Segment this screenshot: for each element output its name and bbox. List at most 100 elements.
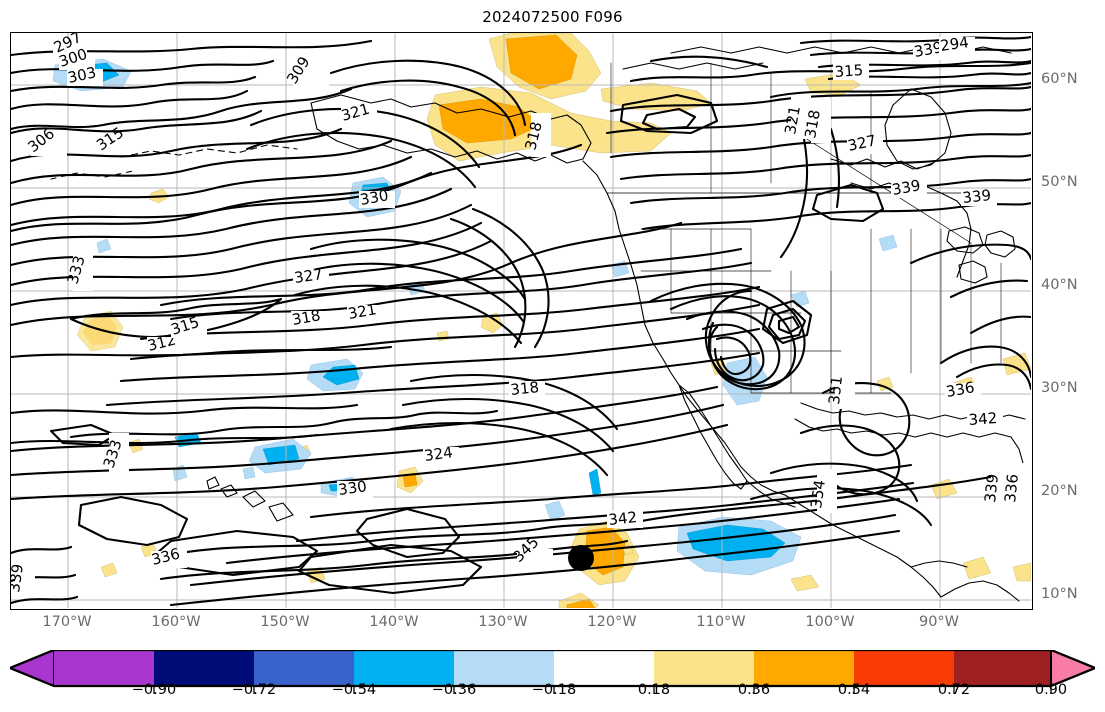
colorbar-tick-7: 0.54 [837, 682, 871, 698]
contour-label: 339 [981, 463, 1011, 507]
colorbar-band-3 [354, 650, 454, 686]
contour-label: 324 [423, 443, 459, 465]
lat-label-30n: 30°N [1041, 380, 1078, 396]
contour-label: 342 [607, 508, 643, 529]
colorbar-band-7 [754, 650, 854, 686]
contour-label: 327 [846, 131, 883, 155]
colorbar-svg [10, 650, 1095, 694]
lon-label-160w: 160°W [151, 614, 201, 630]
lon-label-170w: 170°W [42, 614, 92, 630]
lon-label-140w: 140°W [369, 614, 419, 630]
svg-text:339: 339 [891, 176, 922, 199]
contour-label: 318 [801, 99, 831, 143]
svg-text:318: 318 [291, 306, 322, 329]
colorbar-band-1 [154, 650, 254, 686]
lon-label-100w: 100°W [805, 614, 855, 630]
svg-text:294: 294 [939, 33, 970, 55]
colorbar-tick-3: −0.36 [431, 682, 477, 698]
tropical-cyclone-marker[interactable] [568, 545, 594, 571]
contour-label: 330 [359, 186, 395, 209]
colorbar-tick-9: 0.90 [1034, 682, 1068, 698]
contour-label: 318 [521, 113, 551, 157]
lon-label-120w: 120°W [587, 614, 637, 630]
contour-label: 342 [967, 409, 1003, 429]
svg-text:324: 324 [423, 443, 454, 465]
contour-label: 333 [100, 433, 129, 475]
lon-label-90w: 90°W [918, 614, 960, 630]
map-panel[interactable]: 297 300 303 306 309 312 315 315 [10, 32, 1033, 610]
svg-text:303: 303 [66, 63, 98, 87]
colorbar-tick-2: −0.54 [331, 682, 377, 698]
contour-label: 315 [169, 313, 207, 339]
svg-text:330: 330 [337, 477, 368, 499]
svg-text:327: 327 [293, 265, 324, 287]
lon-label-130w: 130°W [478, 614, 528, 630]
svg-text:354: 354 [807, 479, 829, 510]
colorbar-band-4 [454, 650, 554, 686]
svg-text:339: 339 [913, 38, 944, 61]
contour-label: 354 [807, 469, 837, 513]
lat-label-50n: 50°N [1041, 174, 1078, 190]
contour-label: 339 [891, 176, 927, 199]
colorbar-band-under [10, 650, 55, 687]
map-svg: 297 300 303 306 309 312 315 315 [11, 33, 1031, 608]
contour-label: 345 [509, 533, 553, 566]
contour-label: 309 [283, 53, 329, 88]
contour-label: 300 [57, 45, 95, 71]
contour-label-layer: 297 300 303 306 309 312 315 315 [11, 33, 1031, 597]
colorbar-ticks [153, 686, 1052, 694]
colorbar-bands [10, 650, 1095, 688]
page-title: 2024072500 F096 [482, 8, 623, 26]
colorbar-tick-6: 0.36 [737, 682, 771, 698]
svg-text:321: 321 [347, 300, 378, 323]
colorbar-band-5 [554, 650, 654, 686]
contour-label: 336 [945, 378, 981, 401]
svg-text:315: 315 [834, 61, 864, 81]
svg-text:336: 336 [1001, 473, 1022, 503]
svg-text:342: 342 [968, 409, 998, 429]
colorbar-tick-4: −0.18 [531, 682, 577, 698]
lat-label-10n: 10°N [1041, 586, 1078, 602]
lon-label-110w: 110°W [696, 614, 746, 630]
colorbar-band-8 [854, 650, 954, 686]
contour-label: 315 [93, 123, 135, 154]
contour-label: 330 [337, 477, 373, 499]
colorbar[interactable] [10, 650, 1095, 710]
svg-text:321: 321 [781, 104, 804, 135]
svg-text:339: 339 [981, 473, 1002, 503]
colorbar-band-6 [654, 650, 754, 686]
lat-label-60n: 60°N [1041, 71, 1078, 87]
svg-text:330: 330 [359, 186, 390, 209]
contour-label: 339 [961, 186, 997, 207]
contour-label: 351 [825, 365, 855, 409]
contour-label: 318 [509, 378, 545, 399]
colorbar-tick-8: 0.72 [937, 682, 971, 698]
colorbar-tick-0: −0.90 [131, 682, 177, 698]
svg-text:327: 327 [846, 131, 878, 155]
contour-label: 318 [291, 306, 327, 329]
contour-label: 315 [833, 61, 869, 81]
svg-text:339: 339 [11, 563, 27, 594]
lat-label-40n: 40°N [1041, 277, 1078, 293]
svg-text:339: 339 [962, 186, 992, 207]
svg-text:342: 342 [608, 508, 638, 529]
lat-label-20n: 20°N [1041, 483, 1078, 499]
colorbar-band-2 [254, 650, 354, 686]
contour-label: 339 [11, 553, 35, 597]
colorbar-band-0 [54, 650, 154, 686]
contour-label: 303 [66, 63, 103, 87]
svg-text:318: 318 [510, 378, 540, 399]
svg-text:336: 336 [945, 378, 976, 401]
lon-label-150w: 150°W [260, 614, 310, 630]
colorbar-tick-1: −0.72 [231, 682, 277, 698]
contour-label: 321 [781, 95, 811, 139]
contour-label: 327 [293, 265, 329, 287]
contour-label: 297 [51, 33, 87, 57]
colorbar-tick-5: 0.18 [637, 682, 671, 698]
svg-text:351: 351 [825, 375, 846, 405]
contour-label: 336 [1001, 463, 1031, 507]
contour-label: 321 [347, 300, 383, 323]
contour-layer [11, 35, 1031, 607]
contour-label: 294 [939, 33, 975, 55]
